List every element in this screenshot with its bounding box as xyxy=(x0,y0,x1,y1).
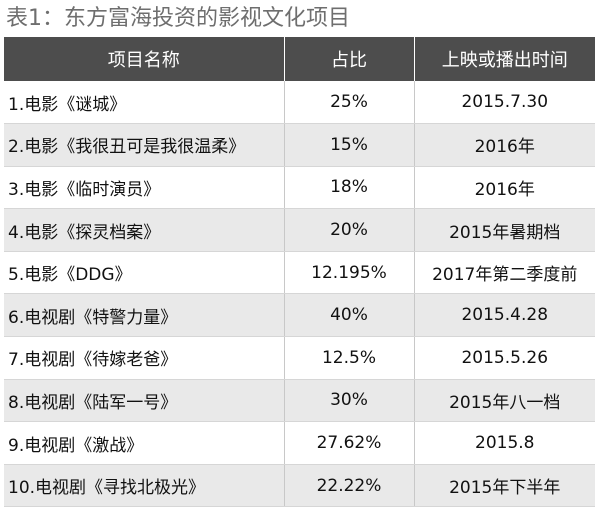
table-row: 2.电影《我很丑可是我很温柔》 15% 2016年 xyxy=(4,123,595,167)
release-time-cell: 2015.5.26 xyxy=(414,336,595,380)
ratio-cell: 12.5% xyxy=(284,336,415,380)
header-release-time: 上映或播出时间 xyxy=(441,50,568,71)
release-time-cell: 2015年暑期档 xyxy=(414,208,595,252)
table-row: 3.电影《临时演员》 18% 2016年 xyxy=(4,166,595,210)
release-time-cell: 2016年 xyxy=(414,123,595,167)
ratio-cell: 25% xyxy=(284,81,415,125)
release-time-cell: 2015.4.28 xyxy=(414,293,595,338)
project-name-cell: 8.电视剧《陆军一号》 xyxy=(4,379,285,423)
project-name-cell: 6.电视剧《特警力量》 xyxy=(4,293,285,338)
table-row: 7.电视剧《待嫁老爸》 12.5% 2015.5.26 xyxy=(4,336,595,380)
project-name-cell: 1.电影《谜城》 xyxy=(4,81,285,125)
release-time-cell: 2015年八一档 xyxy=(414,379,595,423)
header-project-name: 项目名称 xyxy=(4,37,285,81)
header-row: 项目名称 占比 上映或播出时间 xyxy=(4,37,595,81)
table-row: 8.电视剧《陆军一号》 30% 2015年八一档 xyxy=(4,379,595,423)
ratio-cell: 18% xyxy=(284,166,415,210)
table-row: 5.电影《DDG》 12.195% 2017年第二季度前 xyxy=(4,251,595,295)
table-title: 表1：东方富海投资的影视文化项目 xyxy=(6,6,350,31)
project-name-cell: 9.电视剧《激战》 xyxy=(4,421,285,465)
release-time-cell: 2016年 xyxy=(414,166,595,210)
project-name-cell: 5.电影《DDG》 xyxy=(4,251,285,295)
ratio-cell: 27.62% xyxy=(284,421,415,465)
release-time-cell: 2017年第二季度前 xyxy=(414,251,595,295)
table-header: 项目名称 占比 上映或播出时间 xyxy=(4,37,595,81)
ratio-cell: 20% xyxy=(284,208,415,252)
ratio-cell: 15% xyxy=(284,123,415,167)
table-body: 1.电影《谜城》 25% 2015.7.30 2.电影《我很丑可是我很温柔》 1… xyxy=(4,81,595,508)
project-name-cell: 4.电影《探灵档案》 xyxy=(4,208,285,252)
ratio-cell: 22.22% xyxy=(284,464,415,508)
table-row: 1.电影《谜城》 25% 2015.7.30 xyxy=(4,81,595,125)
table-row: 6.电视剧《特警力量》 40% 2015.4.28 xyxy=(4,293,595,338)
project-name-cell: 10.电视剧《寻找北极光》 xyxy=(4,464,285,508)
release-time-cell: 2015.7.30 xyxy=(414,81,595,125)
table-row: 9.电视剧《激战》 27.62% 2015.8 xyxy=(4,421,595,465)
header-ratio: 占比 xyxy=(284,37,415,81)
table-row: 4.电影《探灵档案》 20% 2015年暑期档 xyxy=(4,208,595,252)
release-time-cell: 2015年下半年 xyxy=(414,464,595,508)
table-row: 10.电视剧《寻找北极光》 22.22% 2015年下半年 xyxy=(4,464,595,508)
project-name-cell: 7.电视剧《待嫁老爸》 xyxy=(4,336,285,380)
ratio-cell: 40% xyxy=(284,293,415,338)
release-time-cell: 2015.8 xyxy=(414,421,595,465)
ratio-cell: 30% xyxy=(284,379,415,423)
project-name-cell: 2.电影《我很丑可是我很温柔》 xyxy=(4,123,285,167)
investment-table: 项目名称 占比 上映或播出时间 1.电影《谜城》 25% 2015.7.30 2… xyxy=(4,37,595,508)
ratio-cell: 12.195% xyxy=(284,251,415,295)
project-name-cell: 3.电影《临时演员》 xyxy=(4,166,285,210)
